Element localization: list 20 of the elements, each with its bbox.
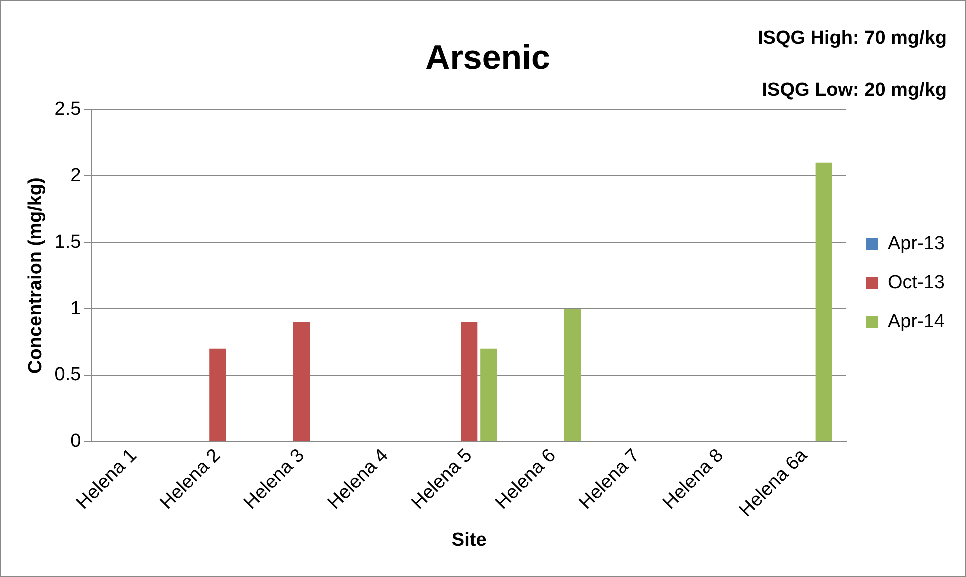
text: ISQG High: 70 mg/kg xyxy=(758,28,947,50)
bar xyxy=(480,348,498,442)
y-tick-label: 0 xyxy=(70,431,82,452)
bar xyxy=(816,162,832,442)
bar xyxy=(461,322,478,442)
y-tick-label: 2.5 xyxy=(54,99,82,120)
y-tick-label: 2 xyxy=(70,165,82,186)
x-axis-title: Site xyxy=(452,530,487,551)
legend-label: Apr-13 xyxy=(888,234,946,255)
bar xyxy=(293,322,310,442)
legend-label: Apr-14 xyxy=(888,312,946,333)
bar xyxy=(210,348,226,442)
y-tick-label: 1 xyxy=(70,298,82,320)
y-tick-label: 0.5 xyxy=(54,364,82,386)
bar xyxy=(564,309,582,442)
legend-label: Oct-13 xyxy=(888,272,946,294)
y-tick-label: 1.5 xyxy=(54,232,82,253)
y-axis-title: Concentraion (mg/kg) xyxy=(26,178,47,374)
chart-title: Arsenic xyxy=(426,38,550,77)
text: ISQG Low: 20 mg/kg xyxy=(762,80,947,102)
